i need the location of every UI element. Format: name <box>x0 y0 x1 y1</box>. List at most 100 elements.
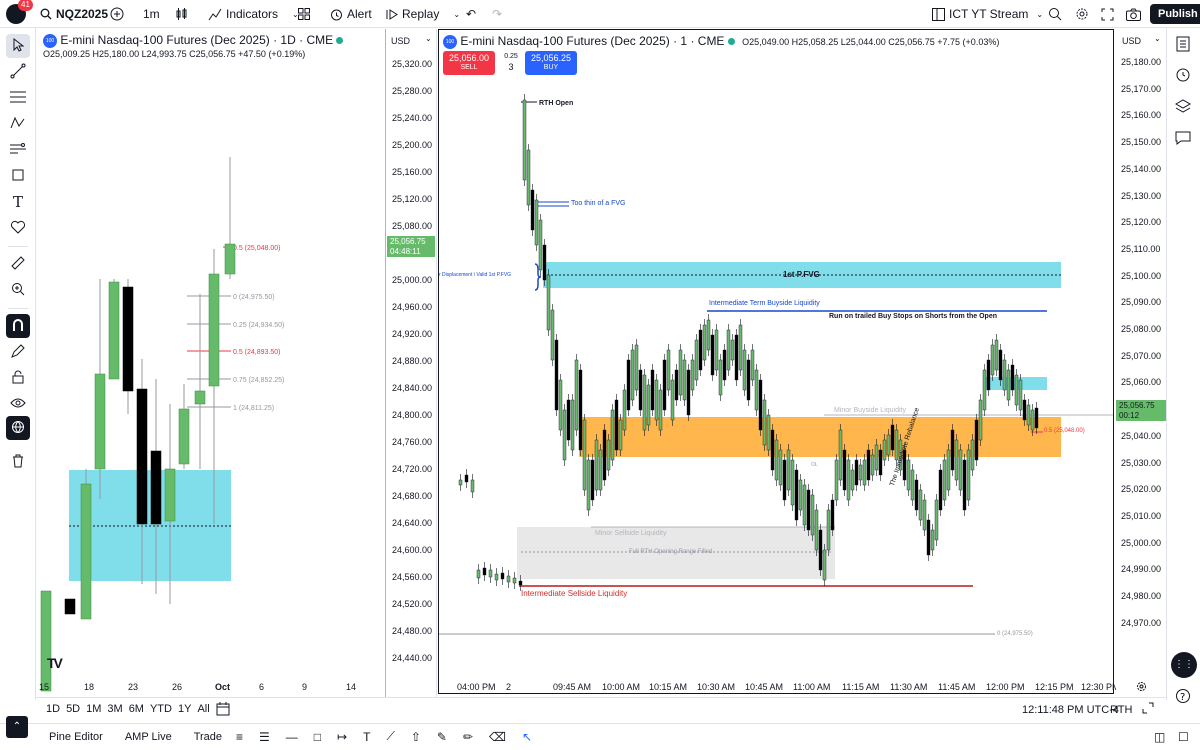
intraday-chart-canvas[interactable] <box>439 30 1113 693</box>
cursor-icon[interactable]: ↖ <box>522 729 533 744</box>
layout-menu[interactable]: ICT YT Stream ⌄ <box>932 0 1043 28</box>
rectangle-icon[interactable]: □ <box>313 729 322 744</box>
price-tick: 24,960.00 <box>392 302 433 312</box>
pattern-tool[interactable] <box>6 112 30 136</box>
shapes-tool[interactable] <box>6 164 30 188</box>
intraday-candle <box>618 419 623 451</box>
range-6m[interactable]: 6M <box>128 703 144 715</box>
alert-button[interactable]: Alert <box>330 0 372 28</box>
daily-chart-pane[interactable]: 0.5 (25,048.00) 0 (24,975.50) 0.25 (24,934… <box>37 29 386 697</box>
notifications-button[interactable]: ☐ <box>1178 730 1189 744</box>
highlighter-icon[interactable]: ✎ <box>436 729 447 744</box>
range-1m[interactable]: 1M <box>86 703 102 715</box>
chat-button[interactable]: ◫ <box>1154 730 1166 744</box>
redo-button[interactable]: ↷ <box>492 0 502 28</box>
daily-chart-canvas[interactable]: 0.5 (25,048.00) 0 (24,975.50) 0.25 (24,934… <box>37 29 386 697</box>
prediction-tool[interactable] <box>6 138 30 162</box>
sell-button[interactable]: 25,056.00 SELL <box>443 51 495 75</box>
help-button[interactable]: ? <box>1175 688 1191 707</box>
favorites-tool[interactable] <box>6 216 30 240</box>
layouts-button[interactable] <box>298 0 310 28</box>
account-menu[interactable]: 41 <box>6 0 33 28</box>
buy-button[interactable]: 25,056.25 BUY <box>525 51 577 75</box>
range-1d[interactable]: 1D <box>46 703 61 715</box>
lock-tool[interactable] <box>6 366 30 390</box>
range-all[interactable]: All <box>197 703 210 715</box>
date-range-button[interactable] <box>216 702 230 719</box>
tab-trade[interactable]: Trade <box>193 731 223 743</box>
compare-button[interactable] <box>110 0 124 28</box>
price-tick: 25,140.00 <box>1121 163 1162 174</box>
clock-display[interactable]: 12:11:48 PM UTC-4 <box>1022 704 1120 716</box>
chart-type-button[interactable] <box>176 0 188 28</box>
price-tick: 24,760.00 <box>392 437 433 447</box>
session-button[interactable]: RTH <box>1110 704 1133 716</box>
quantity-value[interactable]: 3 <box>508 62 514 72</box>
zoom-tool[interactable] <box>6 278 30 302</box>
line-icon[interactable]: — <box>285 729 298 744</box>
sync-tool[interactable] <box>6 416 30 440</box>
alerts-button[interactable] <box>1175 66 1191 85</box>
text-icon[interactable]: T <box>363 729 371 744</box>
intraday-candle <box>464 474 469 483</box>
globe-icon <box>11 420 25 437</box>
object-tree-button[interactable] <box>1174 98 1192 117</box>
intraday-candle <box>546 274 551 331</box>
text-tool[interactable]: T <box>6 190 30 214</box>
indicators-button[interactable]: Indicators ⌄ <box>208 0 299 28</box>
arrow-icon[interactable]: ↦ <box>337 729 348 744</box>
watchlist-button[interactable] <box>1175 36 1191 55</box>
intraday-candle <box>570 399 575 451</box>
fib-icon[interactable]: ≡ <box>236 729 244 744</box>
stay-drawing-tool[interactable] <box>6 340 30 364</box>
hide-tool[interactable] <box>6 392 30 416</box>
range-1y[interactable]: 1Y <box>177 703 192 715</box>
intraday-candle <box>554 339 559 411</box>
daily-price-axis[interactable]: USD ⌄ 25,320.00 25,280.00 25,240.00 25,200.… <box>387 29 437 697</box>
avatar[interactable]: 41 <box>6 0 33 24</box>
symbol-search[interactable]: NQZ2025 <box>40 0 108 28</box>
replay-label: Replay <box>402 7 440 21</box>
quick-search-button[interactable] <box>1048 0 1062 28</box>
range-5d[interactable]: 5D <box>66 703 81 715</box>
replay-button[interactable]: Replay ⌄ <box>385 0 460 28</box>
maximize-button[interactable] <box>1142 702 1154 717</box>
trendline-tool[interactable] <box>6 60 30 84</box>
settings-button[interactable] <box>1075 0 1089 28</box>
brush-icon[interactable]: ✏ <box>462 729 474 744</box>
fullscreen-button[interactable] <box>1101 0 1114 28</box>
intraday-candle <box>558 379 563 431</box>
collapse-button[interactable]: ⌃ <box>6 716 28 738</box>
snapshot-button[interactable] <box>1126 0 1141 28</box>
trendline-icon[interactable]: ⟋ <box>386 729 395 743</box>
arrow-up-icon[interactable]: ⇧ <box>410 729 421 744</box>
intraday-candle <box>522 99 527 181</box>
first-pfvg-label: 1st P.FVG <box>783 270 820 279</box>
eraser-icon[interactable]: ⌫ <box>489 729 506 744</box>
range-3m[interactable]: 3M <box>107 703 123 715</box>
publish-button[interactable]: Publish <box>1150 0 1200 28</box>
fib-tool[interactable] <box>6 86 30 110</box>
range-ytd[interactable]: YTD <box>149 703 172 715</box>
intraday-price-axis[interactable]: USD ⌄ 25,180.00 25,170.00 25,160.00 25,150.… <box>1116 29 1166 697</box>
pattern-icon[interactable]: ☰ <box>259 729 270 744</box>
measure-tool[interactable] <box>6 252 30 276</box>
chat-button[interactable] <box>1175 130 1191 149</box>
price-tick: 24,920.00 <box>392 329 433 339</box>
undo-button[interactable]: ↶ <box>466 0 476 28</box>
remove-tool[interactable] <box>6 450 30 474</box>
cursor-tool[interactable] <box>6 34 30 58</box>
gear-icon <box>1136 681 1147 695</box>
intraday-candle <box>794 469 799 521</box>
tab-pine-editor[interactable]: Pine Editor <box>49 731 103 743</box>
price-tick: 24,680.00 <box>392 491 433 501</box>
intraday-candle <box>534 199 539 246</box>
intraday-chart-pane[interactable]: 100 E-mini Nasdaq-100 Futures (Dec 2025)… <box>438 29 1120 694</box>
tab-amp-live[interactable]: AMP Live <box>124 731 172 743</box>
magnet-tool[interactable] <box>6 314 30 338</box>
interval-button[interactable]: 1m <box>143 7 160 21</box>
axis-settings-button[interactable] <box>1136 681 1147 695</box>
apps-button[interactable]: ⋮⋮ <box>1171 652 1197 678</box>
daily-candle <box>40 590 52 692</box>
daily-candle <box>224 243 236 275</box>
